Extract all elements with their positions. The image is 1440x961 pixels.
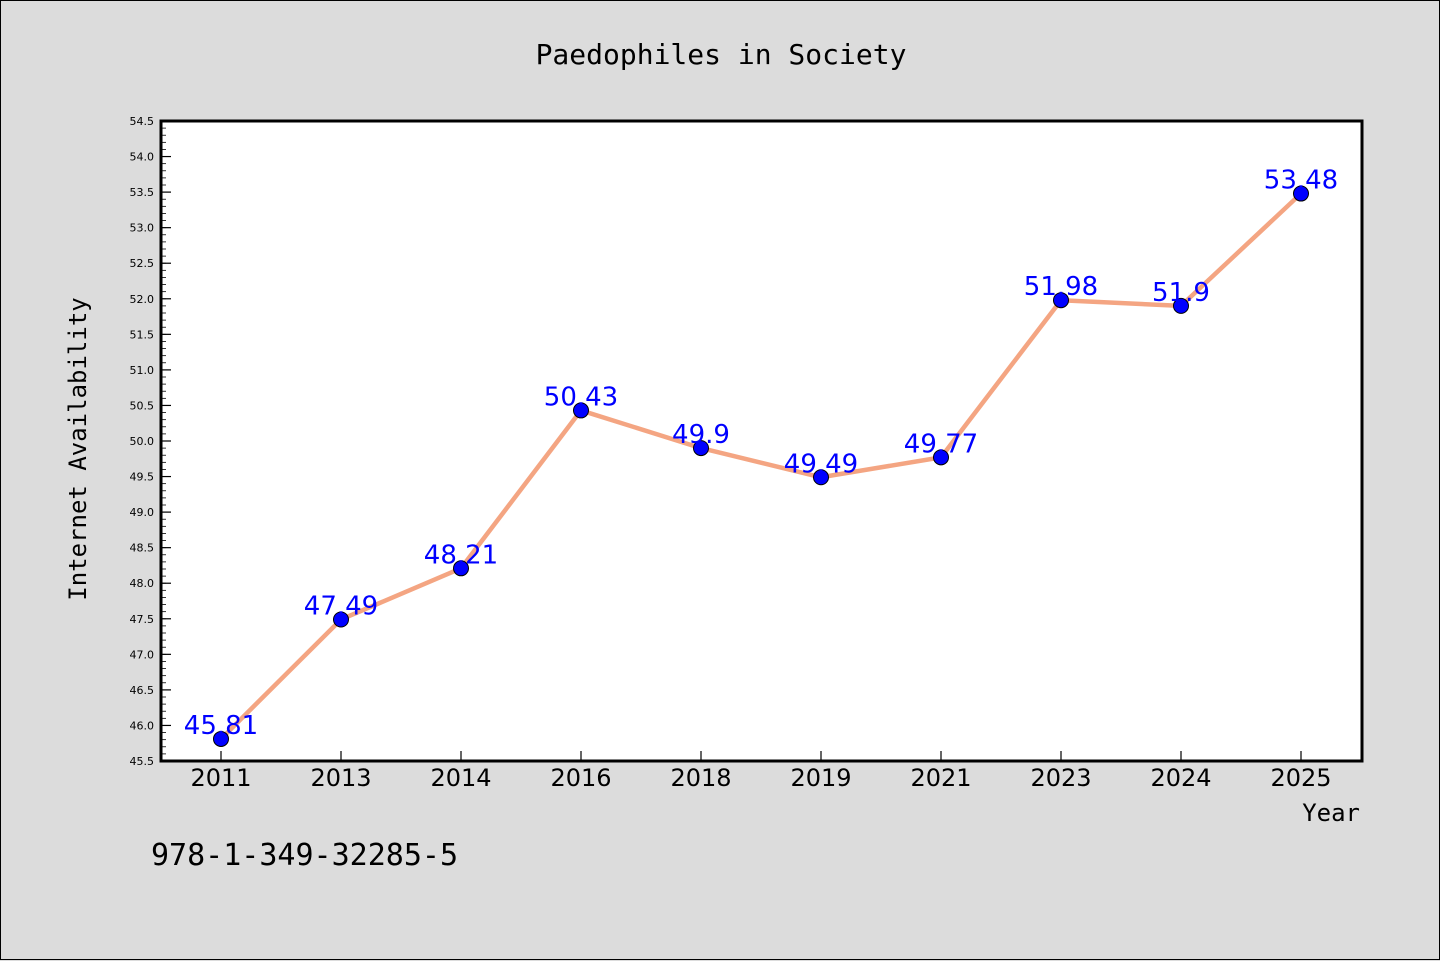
x-tick-label: 2014 bbox=[430, 764, 491, 792]
x-tick-label: 2023 bbox=[1030, 764, 1091, 792]
data-point bbox=[1173, 297, 1189, 314]
x-tick-label: 2011 bbox=[190, 764, 251, 792]
footer-isbn: 978-1-349-32285-5 bbox=[151, 838, 458, 873]
y-axis: 45.5 46.0 46.5 47.0 47.5 48.0 48.5 49.0 49.5 50.0… bbox=[130, 115, 171, 768]
x-tick-label: 2024 bbox=[1150, 764, 1211, 792]
data-point bbox=[333, 611, 349, 628]
y-tick-label: 52.5 bbox=[130, 257, 155, 270]
y-tick-label: 53.5 bbox=[130, 186, 155, 199]
data-label: 51.98 bbox=[1024, 272, 1098, 302]
y-tick-label: 49.0 bbox=[130, 506, 155, 519]
y-tick-label: 54.0 bbox=[130, 151, 155, 164]
data-series: 45.81 47.49 48.21 50.43 49.9 49.49 49.77 51.98 5… bbox=[184, 166, 1338, 747]
data-point bbox=[933, 449, 949, 466]
data-label: 48.21 bbox=[424, 540, 498, 570]
x-tick-label: 2021 bbox=[910, 764, 971, 792]
data-label: 45.81 bbox=[184, 711, 258, 741]
data-label: 53.48 bbox=[1264, 166, 1338, 196]
y-tick-label: 47.5 bbox=[130, 613, 155, 626]
data-point bbox=[453, 560, 469, 577]
y-tick-label: 51.5 bbox=[130, 328, 155, 341]
data-point bbox=[213, 730, 229, 747]
data-point bbox=[693, 440, 709, 457]
y-tick-label: 48.0 bbox=[130, 577, 155, 590]
x-tick-label: 2018 bbox=[670, 764, 731, 792]
plot-area bbox=[159, 119, 1364, 763]
data-label: 50.43 bbox=[544, 382, 618, 412]
series-line bbox=[219, 191, 1303, 741]
data-point bbox=[573, 402, 589, 419]
y-axis-label: Internet Availability bbox=[64, 297, 92, 600]
y-tick-label: 53.0 bbox=[130, 222, 155, 235]
data-label: 51.9 bbox=[1152, 278, 1210, 308]
y-tick-label: 54.5 bbox=[130, 115, 155, 128]
data-point bbox=[1053, 292, 1069, 309]
data-label: 49.77 bbox=[904, 429, 978, 459]
y-tick-label: 45.5 bbox=[130, 755, 155, 768]
y-tick-label: 47.0 bbox=[130, 648, 155, 661]
x-tick-label: 2019 bbox=[790, 764, 851, 792]
x-axis: 2011 2013 2014 2016 2018 2019 2021 2023 2024 2025 bbox=[190, 751, 1332, 792]
x-tick-label: 2013 bbox=[310, 764, 371, 792]
y-tick-label: 46.5 bbox=[130, 684, 155, 697]
x-tick-label: 2025 bbox=[1270, 764, 1331, 792]
data-label: 49.49 bbox=[784, 449, 858, 479]
x-axis-label: Year bbox=[1302, 799, 1360, 827]
x-tick-label: 2016 bbox=[550, 764, 611, 792]
data-label: 47.49 bbox=[304, 591, 378, 621]
y-tick-label: 52.0 bbox=[130, 293, 155, 306]
y-tick-label: 51.0 bbox=[130, 364, 155, 377]
y-tick-label: 49.5 bbox=[130, 471, 155, 484]
y-tick-label: 46.0 bbox=[130, 719, 155, 732]
y-tick-label: 50.5 bbox=[130, 399, 155, 412]
y-tick-label: 50.0 bbox=[130, 435, 155, 448]
y-tick-label: 48.5 bbox=[130, 542, 155, 555]
chart-title: Paedophiles in Society bbox=[536, 38, 907, 71]
data-point bbox=[1293, 185, 1309, 202]
data-point bbox=[813, 469, 829, 486]
data-label: 49.9 bbox=[672, 420, 730, 450]
